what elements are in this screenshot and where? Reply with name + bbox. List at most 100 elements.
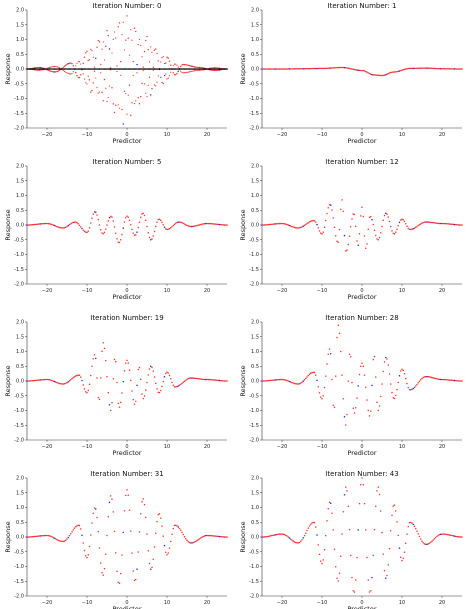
data-point [346,413,348,416]
data-point [118,22,121,24]
data-point [425,221,427,223]
data-point [176,385,178,388]
data-point [266,535,268,538]
data-point [288,224,291,227]
data-point [62,68,64,70]
data-point [213,69,216,72]
data-point [265,224,267,226]
x-tick-label: 0 [125,132,128,138]
data-point [282,222,284,225]
data-point [120,401,122,403]
data-point [370,215,372,218]
data-point [156,520,158,523]
data-point [78,374,81,377]
data-point [176,68,178,70]
series-fit [261,66,463,77]
data-point [127,94,129,96]
subplot-1: Iteration Number: 02.01.51.00.50.0-0.5-1… [4,2,228,145]
data-point [457,536,459,538]
data-point [293,541,296,543]
data-point [340,555,342,558]
data-point [298,67,301,70]
data-point [38,379,41,381]
data-point [318,67,321,70]
x-tick-label: −20 [277,444,288,450]
data-point [358,69,361,72]
data-point [371,218,373,221]
data-point [288,68,291,70]
data-point [413,67,416,70]
data-point [96,68,98,70]
data-point [266,224,268,226]
data-point [352,407,354,409]
data-point [216,379,218,382]
y-tick-label: -1.5 [14,423,24,429]
data-point [213,68,216,70]
data-point [285,68,287,70]
data-point [375,74,377,76]
data-point [160,61,162,63]
data-point [226,380,228,382]
data-point [211,68,213,70]
data-point [295,382,297,385]
data-point [437,67,439,70]
data-point [57,68,59,70]
data-point [432,221,434,224]
data-point [137,44,139,46]
data-point [170,71,172,73]
data-point [396,388,398,391]
series-fit [261,199,463,252]
data-point [262,380,264,382]
data-point [445,222,447,225]
data-point [95,57,97,60]
data-point [38,69,41,71]
data-point [280,222,282,225]
data-point [77,524,79,527]
data-point [147,48,149,51]
data-point [191,225,193,228]
data-point [56,381,58,384]
data-point [131,552,133,554]
data-point [215,67,217,69]
data-point [105,45,107,48]
data-point [117,26,119,28]
data-point [71,72,73,75]
data-point [186,68,188,70]
data-point [107,34,109,37]
data-point [271,534,273,537]
data-point [72,376,74,379]
data-point [186,64,188,66]
x-tick-label: −10 [82,444,93,450]
data-point [180,68,182,70]
data-point [181,71,183,74]
data-point [298,227,301,229]
data-point [417,224,419,227]
data-point [315,526,317,528]
data-point [53,68,56,70]
data-point [41,378,43,381]
data-point [96,86,98,89]
data-point [220,535,222,538]
data-point [277,378,279,381]
data-point [47,67,49,69]
data-point [53,71,56,73]
data-point [86,68,88,70]
data-point [353,591,356,593]
data-point [310,220,312,223]
data-point [200,537,202,539]
data-point [150,365,152,368]
series-fit [26,211,228,244]
data-point [320,67,322,70]
data-point [140,44,142,47]
data-point [323,67,326,70]
data-point [193,225,196,227]
data-point [115,552,117,554]
data-point [192,70,194,72]
data-point [268,535,271,537]
data-point [420,67,422,69]
data-point [306,222,308,225]
data-point [370,590,372,592]
data-point [340,350,342,353]
data-point [103,231,106,234]
data-point [185,68,187,70]
